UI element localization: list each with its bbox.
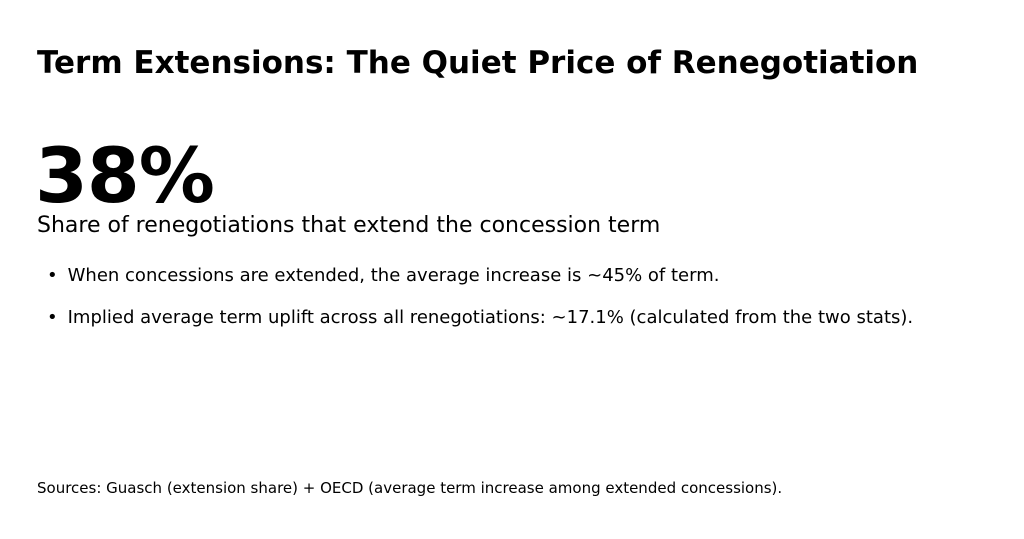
bullet-icon: •: [47, 307, 58, 329]
list-item: • When concessions are extended, the ave…: [47, 264, 913, 287]
stat-label: Share of renegotiations that extend the …: [37, 213, 661, 238]
page-title: Term Extensions: The Quiet Price of Rene…: [37, 45, 919, 81]
bullet-icon: •: [47, 265, 58, 286]
source-note: Sources: Guasch (extension share) + OECD…: [37, 479, 783, 497]
bullet-list: • When concessions are extended, the ave…: [47, 264, 913, 349]
bullet-text: When concessions are extended, the avera…: [67, 265, 720, 286]
stat-value: 38%: [35, 131, 215, 220]
list-item: • Implied average term uplift across all…: [47, 306, 913, 329]
bullet-text: Implied average term uplift across all r…: [67, 307, 914, 329]
